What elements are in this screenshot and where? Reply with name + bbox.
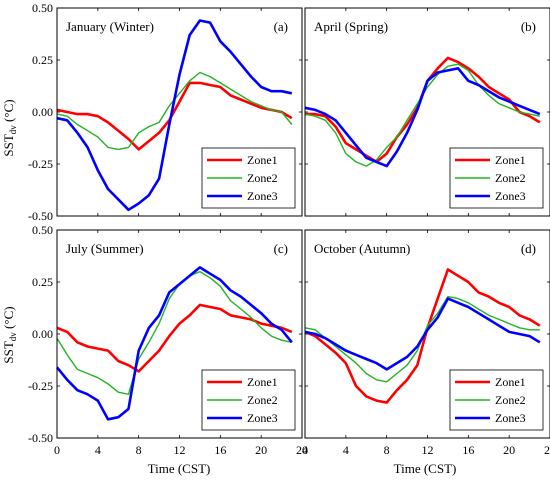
y-label-subscript: dv: [8, 125, 18, 135]
y-tick-label: 0.25: [32, 53, 53, 67]
y-tick-label: -0.25: [28, 157, 53, 171]
panel-c: 0 4 8 12 16 20 24 0.50 0.25 0.00 -0.25 -0.50 July (S…: [28, 223, 308, 457]
legend-label-zone2: Zone2: [495, 171, 526, 185]
x-tick-label: 24: [544, 443, 550, 457]
legend-label-zone2: Zone2: [495, 393, 526, 407]
panel-title: October (Autumn): [314, 241, 410, 256]
series-line-zone1: [305, 56, 541, 164]
panel-title: April (Spring): [314, 19, 388, 34]
series-line-zone1: [56, 303, 293, 373]
y-tick-label: 0.25: [32, 275, 53, 289]
x-tick-label: 0: [302, 443, 308, 457]
y-label-unit: (°C): [1, 306, 16, 332]
x-axis-label-left: Time (CST): [148, 461, 211, 476]
x-tick-label: 20: [503, 443, 515, 457]
x-tick-label: 16: [462, 443, 474, 457]
series-line-zone2: [56, 270, 292, 395]
legend-label-zone1: Zone1: [247, 153, 278, 167]
y-label-unit: (°C): [1, 99, 16, 125]
series-line-zone3: [304, 297, 541, 371]
legend-label-zone1: Zone1: [247, 375, 278, 389]
series-line-zone3: [56, 19, 293, 212]
y-axis-label-bottom: SSTdv (°C): [1, 306, 18, 363]
y-tick-label: -0.50: [28, 209, 53, 223]
legend-label-zone3: Zone3: [495, 411, 526, 425]
plot-frame: [304, 229, 550, 439]
series-line-zone1: [56, 81, 293, 151]
x-tick-label: 12: [422, 443, 434, 457]
y-tick-label: 0.50: [32, 223, 53, 237]
x-tick-label: 0: [54, 443, 60, 457]
x-tick-label: 20: [255, 443, 267, 457]
plot-frame: [304, 7, 550, 217]
y-tick-label: 0.00: [32, 105, 53, 119]
x-axis-label-right: Time (CST): [394, 461, 457, 476]
legend-label-zone3: Zone3: [495, 189, 526, 203]
legend: Zone1 Zone2 Zone3: [449, 369, 544, 431]
panel-title: January (Winter): [66, 19, 154, 34]
x-tick-label: 12: [174, 443, 186, 457]
series-line-zone3: [55, 266, 293, 421]
y-tick-label: -0.25: [28, 379, 53, 393]
legend: Zone1 Zone2 Zone3: [449, 147, 544, 209]
legend-box: [201, 147, 296, 209]
legend-label-zone3: Zone3: [247, 411, 278, 425]
panel-tag: (b): [521, 19, 536, 34]
y-axis-label-top: SSTdv (°C): [1, 99, 18, 156]
y-tick-label: 0.00: [32, 327, 53, 341]
x-tick-label: 24: [296, 443, 308, 457]
panel-a: 0.50 0.25 0.00 -0.25 -0.50 January (Winter) (a…: [28, 1, 303, 223]
panel-tag: (d): [521, 241, 536, 256]
legend-label-zone2: Zone2: [247, 171, 278, 185]
panel-b: April (Spring) (b) Zone1 Zone2 Zone3: [304, 7, 550, 217]
panel-title: July (Summer): [66, 241, 144, 256]
y-tick-label: -0.50: [28, 431, 53, 445]
series-line-zone3: [304, 67, 541, 168]
y-label-subscript: dv: [8, 332, 18, 342]
series-line-zone1: [304, 268, 541, 404]
legend-label-zone2: Zone2: [247, 393, 278, 407]
legend-label-zone1: Zone1: [495, 375, 526, 389]
y-label-main: SST: [1, 134, 16, 156]
y-label-main: SST: [1, 341, 16, 363]
plot-frame: [56, 229, 303, 439]
legend: Zone1 Zone2 Zone3: [201, 369, 296, 431]
legend-label-zone1: Zone1: [495, 153, 526, 167]
legend: Zone1 Zone2 Zone3: [201, 147, 296, 209]
x-tick-label: 8: [384, 443, 390, 457]
y-tick-label: 0.50: [32, 1, 53, 15]
x-tick-label: 8: [136, 443, 142, 457]
legend-label-zone3: Zone3: [247, 189, 278, 203]
panel-tag: (c): [274, 241, 288, 256]
panel-d: 0 4 8 12 16 20 24 October (Autumn) (d) Zone1 Zone2…: [302, 229, 550, 457]
x-tick-label: 4: [95, 443, 101, 457]
plot-frame: [56, 7, 303, 217]
panel-tag: (a): [274, 19, 288, 34]
x-tick-label: 16: [214, 443, 226, 457]
x-tick-label: 4: [343, 443, 349, 457]
